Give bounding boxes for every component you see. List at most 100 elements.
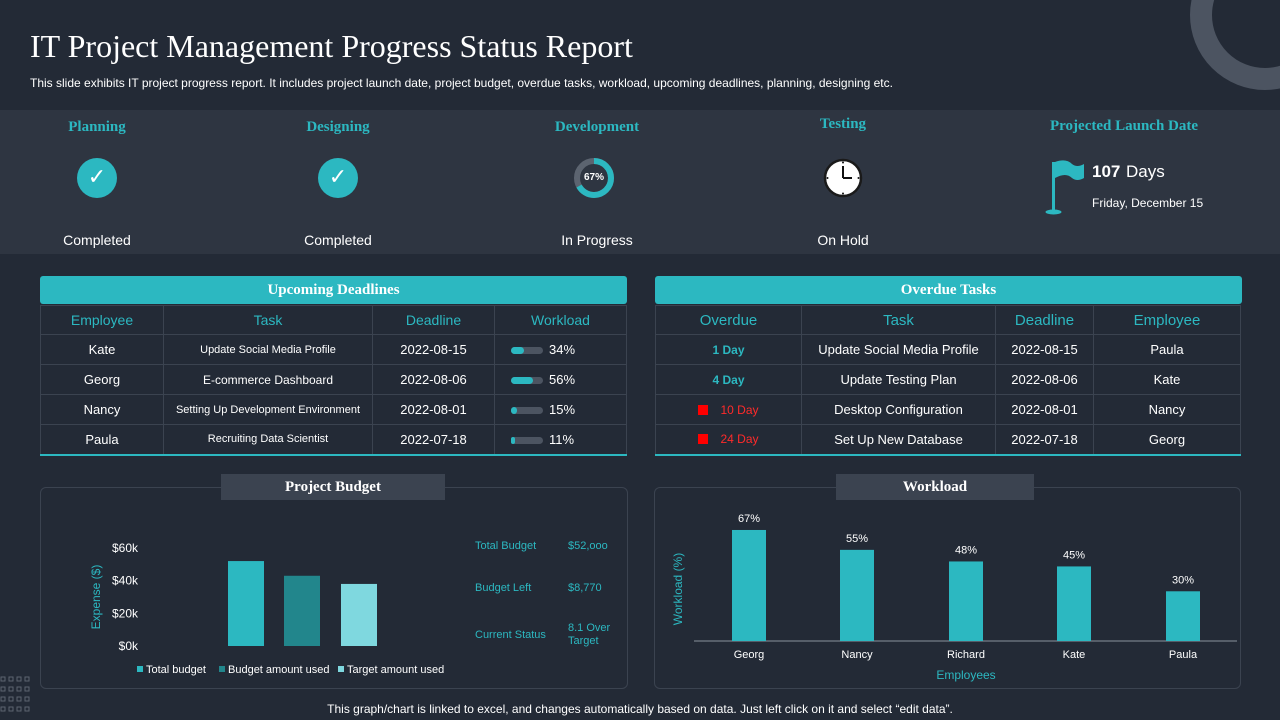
- legend-item: Target amount used: [338, 664, 444, 676]
- table-row: 24 Day Set Up New Database 2022-07-18 Ge…: [655, 424, 1241, 456]
- overdue-days: 24 Day: [720, 432, 759, 447]
- page-subtitle: This slide exhibits IT project progress …: [30, 76, 893, 90]
- task-cell: Update Testing Plan: [801, 364, 996, 395]
- employee-cell: Kate: [1093, 364, 1241, 395]
- decorative-ring: [1190, 0, 1280, 90]
- workload-title: Workload: [836, 474, 1034, 500]
- check-icon: ✓: [318, 158, 358, 198]
- table-header-row: Employee Task Deadline Workload: [40, 305, 627, 335]
- legend-swatch: [219, 666, 225, 672]
- stage-name: Planning: [68, 119, 126, 135]
- y-axis-label: Workload (%): [671, 553, 685, 625]
- x-tick-label: Georg: [734, 649, 765, 661]
- y-tick-label: $60k: [112, 541, 139, 555]
- overdue-cell: 1 Day: [655, 334, 802, 365]
- launch-days-word: Days: [1126, 162, 1165, 181]
- alert-square-icon: [698, 434, 709, 445]
- legend-label: Total budget: [146, 664, 206, 676]
- y-tick-label: $0k: [119, 639, 139, 653]
- legend-label: Target amount used: [347, 664, 445, 676]
- table-row: Kate Update Social Media Profile 2022-08…: [40, 334, 627, 365]
- overdue-cell: 10 Day: [655, 394, 802, 425]
- overdue-tasks-table: Overdue Task Deadline Employee 1 Day Upd…: [655, 305, 1241, 456]
- x-tick-label: Kate: [1063, 649, 1086, 661]
- workload-chart: 67% Georg 55% Nancy 48% Richard 45% Kate 30% Paul…: [671, 513, 1237, 682]
- deadline-cell: 2022-08-06: [372, 364, 495, 395]
- alert-square-icon: [698, 404, 709, 415]
- task-cell: Recruiting Data Scientist: [163, 424, 373, 456]
- employee-cell: Paula: [1093, 334, 1241, 365]
- table-row: 4 Day Update Testing Plan 2022-08-06 Kat…: [655, 364, 1241, 395]
- workload-cell: 56%: [494, 364, 627, 395]
- deadline-cell: 2022-07-18: [995, 424, 1094, 456]
- workload-bar: [511, 436, 543, 444]
- legend-swatch: [137, 666, 143, 672]
- x-tick-label: Richard: [947, 649, 985, 661]
- legend-item: Budget amount used: [219, 664, 330, 676]
- workload-cell: 34%: [494, 334, 627, 365]
- employee-cell: Paula: [40, 424, 164, 456]
- legend-swatch: [338, 666, 344, 672]
- workload-bar: [511, 407, 543, 415]
- column-header: Employee: [40, 305, 164, 335]
- column-header: Overdue: [655, 305, 802, 335]
- employee-cell: Kate: [40, 334, 164, 365]
- task-cell: Set Up New Database: [801, 424, 996, 456]
- data-label: 48%: [955, 544, 977, 556]
- stage-status: Completed: [304, 232, 372, 248]
- task-cell: Setting Up Development Environment: [163, 394, 373, 425]
- flag-icon: [1045, 160, 1084, 215]
- employee-cell: Georg: [40, 364, 164, 395]
- employee-cell: Nancy: [40, 394, 164, 425]
- budget-stat-value: $52,ooo: [568, 540, 608, 552]
- column-header: Task: [801, 305, 996, 335]
- budget-bar: [284, 575, 320, 646]
- legend-label: Budget amount used: [228, 664, 330, 676]
- workload-cell: 15%: [494, 394, 627, 425]
- column-header: Deadline: [372, 305, 495, 335]
- workload-value: 15%: [549, 402, 576, 417]
- legend-item: Total budget: [137, 664, 206, 676]
- data-label: 55%: [846, 533, 868, 545]
- upcoming-deadlines-table: Employee Task Deadline Workload Kate Upd…: [40, 305, 627, 456]
- table-row: 1 Day Update Social Media Profile 2022-0…: [655, 334, 1241, 365]
- x-axis-label: Employees: [936, 668, 995, 682]
- stage-planning: Planning ✓ Completed: [0, 110, 197, 254]
- x-tick-label: Nancy: [841, 649, 873, 661]
- deadline-cell: 2022-08-06: [995, 364, 1094, 395]
- upcoming-deadlines-header: Upcoming Deadlines: [40, 276, 627, 304]
- task-cell: Update Social Media Profile: [163, 334, 373, 365]
- column-header: Deadline: [995, 305, 1094, 335]
- y-tick-label: $20k: [112, 606, 139, 620]
- employee-cell: Georg: [1093, 424, 1241, 456]
- x-tick-label: Paula: [1169, 649, 1198, 661]
- deadline-cell: 2022-08-01: [372, 394, 495, 425]
- budget-stat-value: $8,770: [568, 582, 602, 594]
- deadline-cell: 2022-08-15: [995, 334, 1094, 365]
- workload-bar: [511, 347, 543, 355]
- stage-band: Planning ✓ Completed Designing ✓ Complet…: [0, 110, 1280, 254]
- stage-status: On Hold: [817, 232, 869, 248]
- task-cell: Update Social Media Profile: [801, 334, 996, 365]
- workload-bar: [732, 529, 766, 641]
- footer-note: This graph/chart is linked to excel, and…: [327, 702, 953, 716]
- stage-name: Designing: [306, 119, 370, 135]
- budget-stat-label: Total Budget: [475, 540, 537, 552]
- workload-value: 34%: [549, 342, 576, 357]
- budget-stat-label: Current Status: [475, 629, 546, 641]
- data-label: 67%: [738, 513, 760, 525]
- overdue-cell: 24 Day: [655, 424, 802, 456]
- workload-bar: [949, 561, 983, 641]
- y-axis-label: Expense ($): [89, 565, 103, 630]
- deadline-cell: 2022-08-15: [372, 334, 495, 365]
- progress-label: 67%: [583, 172, 604, 183]
- workload-bar: [1057, 566, 1091, 641]
- data-label: 30%: [1172, 574, 1194, 586]
- column-header: Employee: [1093, 305, 1241, 335]
- workload-value: 11%: [549, 431, 575, 447]
- project-budget-title: Project Budget: [221, 474, 445, 500]
- stage-status: Completed: [63, 232, 131, 248]
- decorative-dot-grid: [0, 676, 30, 712]
- column-header: Task: [163, 305, 373, 335]
- table-row: 10 Day Desktop Configuration 2022-08-01 …: [655, 394, 1241, 425]
